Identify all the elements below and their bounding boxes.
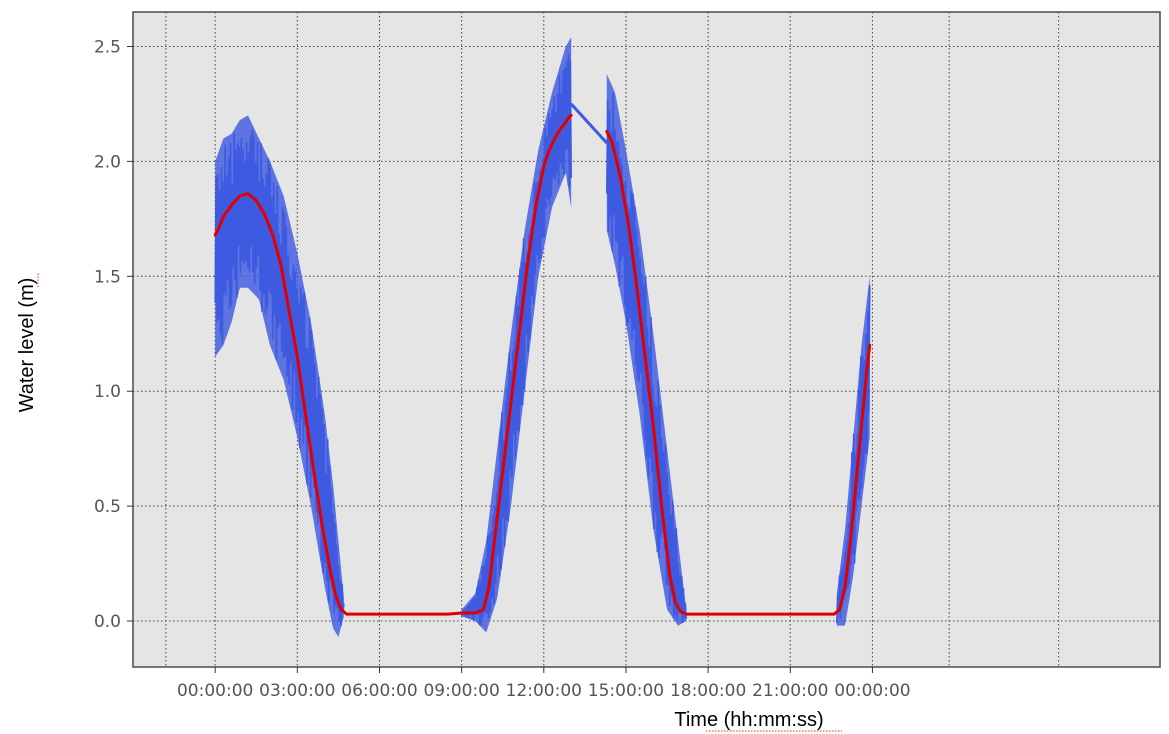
x-tick-label: 15:00:00 bbox=[588, 681, 664, 701]
x-tick-label: 09:00:00 bbox=[423, 681, 499, 701]
raw-series-trace bbox=[214, 129, 345, 626]
y-tick-label: 1.0 bbox=[94, 382, 121, 402]
raw-gap-line bbox=[570, 102, 608, 145]
smoothed-series-line bbox=[213, 113, 573, 616]
x-tick-label: 03:00:00 bbox=[259, 681, 335, 701]
x-tick-label: 00:00:00 bbox=[177, 681, 253, 701]
y-tick-label: 2.0 bbox=[94, 152, 121, 172]
y-axis-ticks: 0.0 0.5 1.0 1.5 2.0 2.5 bbox=[94, 37, 133, 632]
y-tick-label: 0.5 bbox=[94, 497, 121, 517]
x-axis-label: Time (hh:mm:ss) bbox=[674, 709, 823, 731]
y-tick-label: 0.0 bbox=[94, 612, 121, 632]
x-axis-ticks: 00:00:00 03:00:00 06:00:00 09:00:00 12:00:00… bbox=[177, 667, 911, 701]
y-axis-label: Water level (m) bbox=[16, 278, 38, 413]
grid-lines bbox=[133, 12, 1160, 667]
water-level-smoothed-series bbox=[213, 113, 872, 616]
y-tick-label: 1.5 bbox=[94, 267, 121, 287]
x-tick-label: 00:00:00 bbox=[834, 681, 910, 701]
x-tick-label: 18:00:00 bbox=[670, 681, 746, 701]
smoothed-series-line bbox=[605, 130, 872, 616]
x-tick-label: 06:00:00 bbox=[341, 681, 417, 701]
y-tick-label: 2.5 bbox=[94, 37, 121, 57]
x-tick-label: 12:00:00 bbox=[506, 681, 582, 701]
x-tick-label: 21:00:00 bbox=[752, 681, 828, 701]
raw-series-trace bbox=[606, 93, 687, 624]
plot-frame bbox=[132, 11, 1161, 668]
